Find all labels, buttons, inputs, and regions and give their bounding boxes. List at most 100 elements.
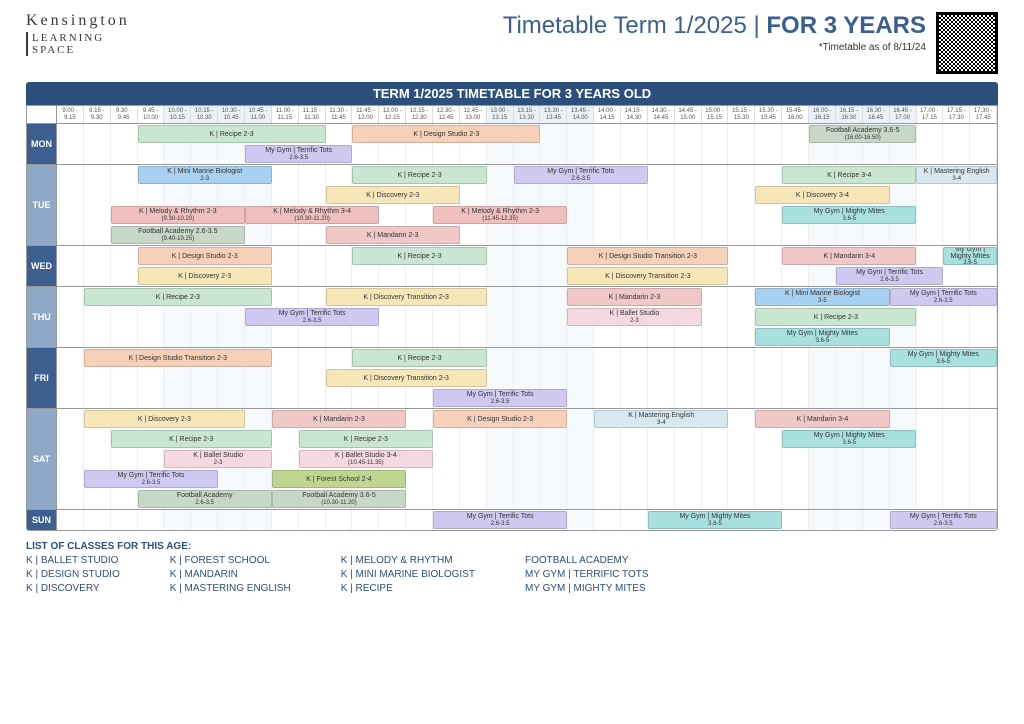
- time-slot-header: 17.30 -17.45: [970, 106, 997, 123]
- time-slot-header: 16.45 -17.00: [890, 106, 917, 123]
- class-event: My Gym | Terrific Tots2.6-3.5: [433, 389, 567, 407]
- class-event: K | Recipe 2-3: [755, 308, 916, 326]
- time-slot-header: 10.45 -11.00: [245, 106, 272, 123]
- time-slot-header: 17.00 -17.15: [917, 106, 944, 123]
- time-slot-header: 15.00 -15.15: [702, 106, 729, 123]
- class-event: K | Ballet Studio2-3: [164, 450, 271, 468]
- day-row-thu: THU K | Recipe 2-3 K | Discovery Transitio…: [27, 287, 997, 348]
- class-event: K | Recipe 2-3: [352, 349, 486, 367]
- class-event: K | Discovery 2-3: [138, 267, 272, 285]
- class-event: My Gym | Mighty Mites3.6-5: [782, 206, 916, 224]
- time-slot-header: 15.30 -15.45: [755, 106, 782, 123]
- class-event: K | Mastering English3-4: [594, 410, 728, 428]
- class-event: K | Discovery Transition 2-3: [567, 267, 728, 285]
- class-event: K | Mandarin 2-3: [567, 288, 701, 306]
- class-event: K | Mandarin 2-3: [326, 226, 460, 244]
- class-event: K | Melody & Rhythm 2-3(11.45-12.35): [433, 206, 567, 224]
- qr-code-icon: [936, 12, 998, 74]
- class-event: Football Academy2.6-3.5: [138, 490, 272, 508]
- class-event: My Gym | Mighty Mites3.6-5: [755, 328, 889, 346]
- day-row-tue: TUE K | Mini Marine Biologist2-3 K | Recip…: [27, 165, 997, 246]
- time-slot-header: 10.00 -10.15: [164, 106, 191, 123]
- time-slot-header: 12.00 -12.15: [379, 106, 406, 123]
- time-slot-header: 12.30 -12.45: [433, 106, 460, 123]
- logo-line2: LEARNING SPACE: [26, 32, 130, 56]
- day-label: WED: [27, 246, 57, 286]
- time-slot-header: 12.45 -13.00: [460, 106, 487, 123]
- class-event: My Gym | Mighty Mites3.6-5: [890, 349, 997, 367]
- day-row-fri: FRI K | Design Studio Transition 2-3 K | R…: [27, 348, 997, 409]
- asof-text: *Timetable as of 8/11/24: [130, 42, 926, 53]
- class-event: K | Discovery Transition 2-3: [326, 288, 487, 306]
- class-event: K | Recipe 2-3: [84, 288, 272, 306]
- class-event: My Gym | Terrific Tots2.6-3.5: [245, 308, 379, 326]
- class-event: K | Design Studio Transition 2-3: [84, 349, 272, 367]
- class-event: Football Academy 3.6-5(16.00-16.50): [809, 125, 916, 143]
- legend: LIST OF CLASSES FOR THIS AGE: K | BALLET…: [26, 541, 998, 596]
- class-event: My Gym | Terrific Tots2.6-3.5: [433, 511, 567, 529]
- legend-column: K | BALLET STUDIOK | DESIGN STUDIOK | DI…: [26, 554, 120, 596]
- time-header: 9.00 -9.159.15 -9.309.30 -9.459.45 -10.0…: [27, 106, 997, 124]
- class-event: K | Recipe 2-3: [352, 166, 486, 184]
- time-slot-header: 13.45 -14.00: [567, 106, 594, 123]
- time-slot-header: 15.45 -16.00: [782, 106, 809, 123]
- day-row-wed: WEDK | Design Studio 2-3K | Recipe 2-3K …: [27, 246, 997, 287]
- time-slot-header: 9.30 -9.45: [111, 106, 138, 123]
- day-label: TUE: [27, 165, 57, 245]
- class-event: My Gym | Mighty Mites3.6-5: [943, 247, 997, 265]
- legend-column: K | FOREST SCHOOLK | MANDARINK | MASTERI…: [170, 554, 291, 596]
- time-slot-header: 16.00 -16.15: [809, 106, 836, 123]
- day-row-sun: SUN My Gym | Terrific Tots2.6-3.5 My Gym |…: [27, 510, 997, 530]
- day-label: SAT: [27, 409, 57, 509]
- time-slot-header: 13.00 -13.15: [487, 106, 514, 123]
- class-event: K | Design Studio 2-3: [433, 410, 567, 428]
- day-row-sat: SATK | Discovery 2-3K | Mandarin 2-3K | …: [27, 409, 997, 510]
- class-event: My Gym | Terrific Tots2.6-3.5: [890, 511, 997, 529]
- logo-line1: Kensington: [26, 12, 130, 30]
- class-event: My Gym | Terrific Tots2.6-3.5: [245, 145, 352, 163]
- class-event: K | Recipe 2-3: [138, 125, 326, 143]
- time-slot-header: 13.30 -13.45: [540, 106, 567, 123]
- class-event: My Gym | Terrific Tots2.6-3.5: [84, 470, 218, 488]
- time-slot-header: 9.15 -9.30: [84, 106, 111, 123]
- class-event: K | Recipe 2-3: [111, 430, 272, 448]
- class-event: My Gym | Terrific Tots2.6-3.5: [514, 166, 648, 184]
- legend-column: K | MELODY & RHYTHMK | MINI MARINE BIOLO…: [341, 554, 475, 596]
- time-slot-header: 16.30 -16.45: [863, 106, 890, 123]
- class-event: K | Ballet Studio2-3: [567, 308, 701, 326]
- class-event: K | Design Studio 2-3: [352, 125, 540, 143]
- time-slot-header: 17.15 -17.30: [943, 106, 970, 123]
- class-event: K | Discovery 2-3: [84, 410, 245, 428]
- day-row-mon: MON K | Recipe 2-3 K | Design Studio 2-3 Fo…: [27, 124, 997, 165]
- time-slot-header: 9.00 -9.15: [57, 106, 84, 123]
- timetable-grid: 9.00 -9.159.15 -9.309.30 -9.459.45 -10.0…: [26, 105, 998, 531]
- class-event: Football Academy 3.6-5(10.30-11.20): [272, 490, 406, 508]
- time-slot-header: 13.15 -13.30: [514, 106, 541, 123]
- class-event: My Gym | Mighty Mites3.6-5: [782, 430, 916, 448]
- day-label: FRI: [27, 348, 57, 408]
- day-label: THU: [27, 287, 57, 347]
- class-event: My Gym | Terrific Tots2.6-3.5: [890, 288, 997, 306]
- time-slot-header: 11.15 -11.30: [299, 106, 326, 123]
- header: Kensington LEARNING SPACE Timetable Term…: [26, 12, 998, 74]
- banner: TERM 1/2025 TIMETABLE FOR 3 YEARS OLD: [26, 82, 998, 105]
- class-event: K | Recipe 2-3: [299, 430, 433, 448]
- class-event: K | Design Studio Transition 2-3: [567, 247, 728, 265]
- class-event: K | Forest School 2-4: [272, 470, 406, 488]
- class-event: K | Ballet Studio 3-4(10.45-11.35): [299, 450, 433, 468]
- class-event: K | Discovery Transition 2-3: [326, 369, 487, 387]
- legend-column: FOOTBALL ACADEMYMY GYM | TERRIFIC TOTSMY…: [525, 554, 649, 596]
- class-event: K | Mandarin 3-4: [755, 410, 889, 428]
- class-event: K | Mastering English3-4: [916, 166, 997, 184]
- time-slot-header: 16.15 -16.30: [836, 106, 863, 123]
- class-event: My Gym | Terrific Tots2.6-3.5: [836, 267, 943, 285]
- time-slot-header: 12.15 -12.30: [406, 106, 433, 123]
- time-slot-header: 14.00 -14.15: [594, 106, 621, 123]
- class-event: K | Discovery 3-4: [755, 186, 889, 204]
- day-label: SUN: [27, 510, 57, 530]
- day-label: MON: [27, 124, 57, 164]
- time-slot-header: 14.15 -14.30: [621, 106, 648, 123]
- page-title: Timetable Term 1/2025 | FOR 3 YEARS: [130, 12, 926, 40]
- class-event: K | Mini Marine Biologist2-3: [138, 166, 272, 184]
- time-slot-header: 11.45 -12.00: [352, 106, 379, 123]
